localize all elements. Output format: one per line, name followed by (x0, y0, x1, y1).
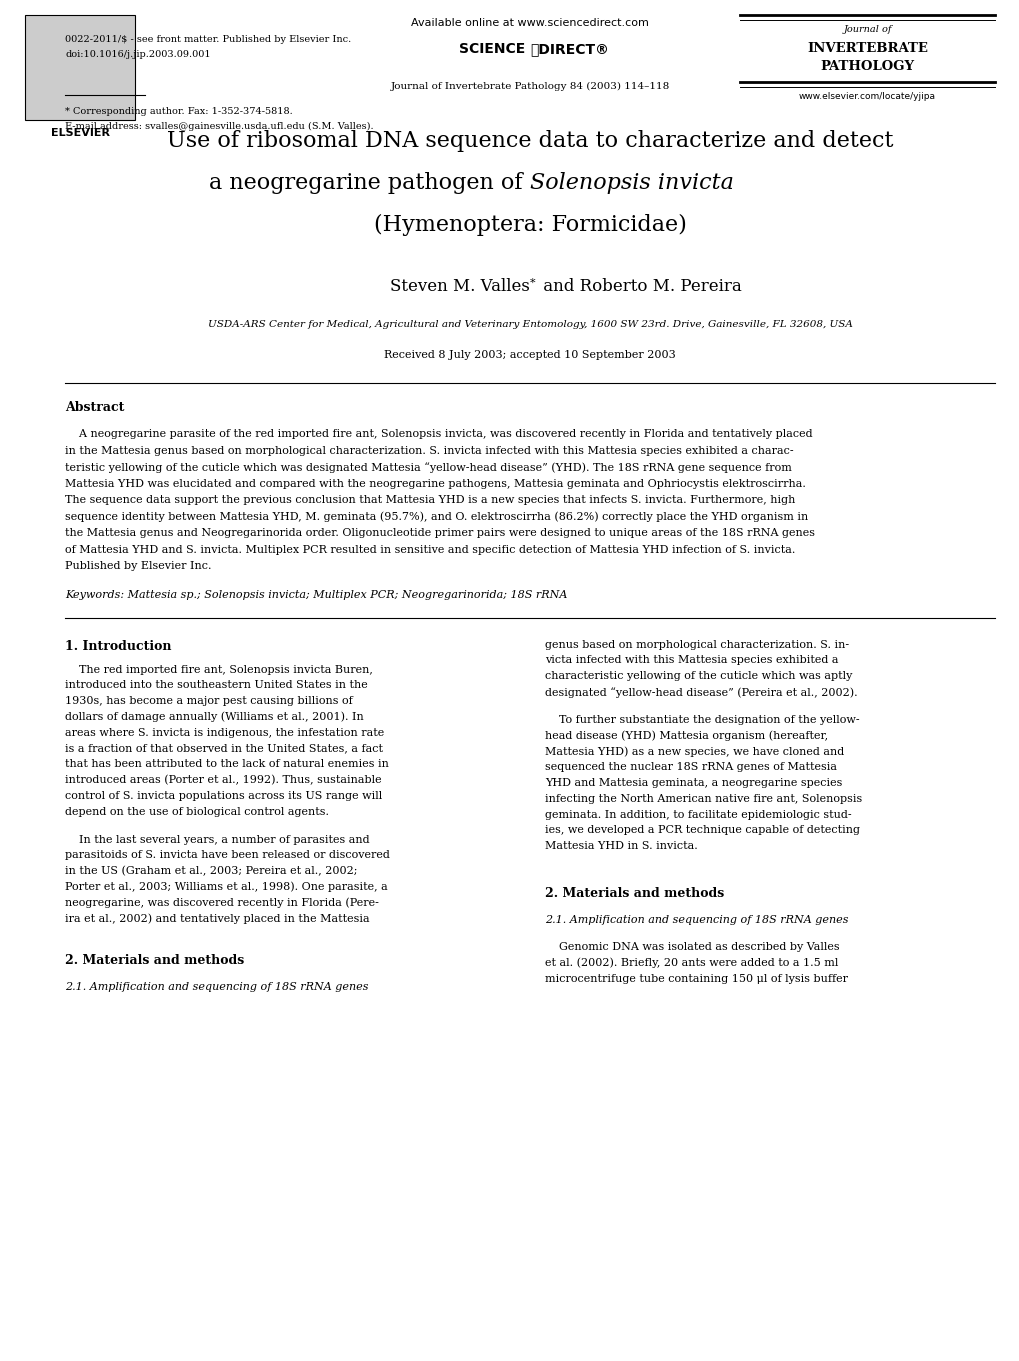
Text: 2.1. Amplification and sequencing of 18S rRNA genes: 2.1. Amplification and sequencing of 18S… (65, 983, 368, 992)
Text: Mattesia YHD was elucidated and compared with the neogregarine pathogens, Mattes: Mattesia YHD was elucidated and compared… (65, 479, 805, 489)
Text: characteristic yellowing of the cuticle which was aptly: characteristic yellowing of the cuticle … (544, 671, 852, 680)
Text: in the Mattesia genus based on morphological characterization. S. invicta infect: in the Mattesia genus based on morpholog… (65, 445, 793, 456)
Text: head disease (YHD) Mattesia organism (hereafter,: head disease (YHD) Mattesia organism (he… (544, 731, 827, 740)
Text: Available online at www.sciencedirect.com: Available online at www.sciencedirect.co… (411, 18, 648, 29)
Text: is a fraction of that observed in the United States, a fact: is a fraction of that observed in the Un… (65, 743, 382, 754)
Text: www.elsevier.com/locate/yjipa: www.elsevier.com/locate/yjipa (798, 93, 935, 101)
Text: 1. Introduction: 1. Introduction (65, 640, 171, 652)
Text: and Roberto M. Pereira: and Roberto M. Pereira (537, 278, 741, 295)
Text: SCIENCE: SCIENCE (459, 42, 530, 56)
Text: ies, we developed a PCR technique capable of detecting: ies, we developed a PCR technique capabl… (544, 825, 859, 836)
Text: ira et al., 2002) and tentatively placed in the Mattesia: ira et al., 2002) and tentatively placed… (65, 913, 369, 924)
Text: Steven M. Valles: Steven M. Valles (389, 278, 530, 295)
Text: To further substantiate the designation of the yellow-: To further substantiate the designation … (544, 715, 859, 724)
Bar (25, 15, 135, 120)
Text: * Corresponding author. Fax: 1-352-374-5818.: * Corresponding author. Fax: 1-352-374-5… (65, 108, 292, 116)
Text: 2.1. Amplification and sequencing of 18S rRNA genes: 2.1. Amplification and sequencing of 18S… (544, 915, 848, 925)
Text: parasitoids of S. invicta have been released or discovered: parasitoids of S. invicta have been rele… (65, 851, 389, 860)
Text: genus based on morphological characterization. S. in-: genus based on morphological characteriz… (544, 640, 848, 649)
Text: The red imported fire ant, Solenopsis invicta Buren,: The red imported fire ant, Solenopsis in… (65, 664, 373, 675)
Text: the Mattesia genus and Neogregarinorida order. Oligonucleotide primer pairs were: the Mattesia genus and Neogregarinorida … (65, 528, 814, 538)
Text: introduced areas (Porter et al., 1992). Thus, sustainable: introduced areas (Porter et al., 1992). … (65, 776, 381, 785)
Text: Received 8 July 2003; accepted 10 September 2003: Received 8 July 2003; accepted 10 Septem… (384, 350, 676, 361)
Text: Keywords: Mattesia sp.; Solenopsis invicta; Multiplex PCR; Neogregarinorida; 18S: Keywords: Mattesia sp.; Solenopsis invic… (65, 589, 567, 599)
Text: control of S. invicta populations across its US range will: control of S. invicta populations across… (65, 791, 382, 800)
Text: victa infected with this Mattesia species exhibited a: victa infected with this Mattesia specie… (544, 655, 838, 666)
Text: that has been attributed to the lack of natural enemies in: that has been attributed to the lack of … (65, 759, 388, 769)
Text: YHD and Mattesia geminata, a neogregarine species: YHD and Mattesia geminata, a neogregarin… (544, 778, 842, 788)
Text: depend on the use of biological control agents.: depend on the use of biological control … (65, 807, 329, 817)
Text: INVERTEBRATE: INVERTEBRATE (806, 42, 927, 54)
Text: (Hymenoptera: Formicidae): (Hymenoptera: Formicidae) (373, 214, 686, 235)
Text: dollars of damage annually (Williams et al., 2001). In: dollars of damage annually (Williams et … (65, 712, 364, 723)
Text: Solenopsis invicta: Solenopsis invicta (530, 171, 733, 195)
Text: et al. (2002). Briefly, 20 ants were added to a 1.5 ml: et al. (2002). Briefly, 20 ants were add… (544, 958, 838, 968)
Text: introduced into the southeastern United States in the: introduced into the southeastern United … (65, 680, 368, 690)
Text: neogregarine, was discovered recently in Florida (Pere-: neogregarine, was discovered recently in… (65, 898, 378, 908)
Text: *: * (530, 278, 535, 289)
Text: Published by Elsevier Inc.: Published by Elsevier Inc. (65, 561, 211, 572)
Text: Journal of Invertebrate Pathology 84 (2003) 114–118: Journal of Invertebrate Pathology 84 (20… (390, 82, 668, 91)
Text: of Mattesia YHD and S. invicta. Multiplex PCR resulted in sensitive and specific: of Mattesia YHD and S. invicta. Multiple… (65, 544, 795, 554)
Text: sequenced the nuclear 18S rRNA genes of Mattesia: sequenced the nuclear 18S rRNA genes of … (544, 762, 837, 772)
Text: ⓐDIRECT®: ⓐDIRECT® (530, 42, 608, 56)
Text: 2. Materials and methods: 2. Materials and methods (544, 887, 723, 900)
Text: In the last several years, a number of parasites and: In the last several years, a number of p… (65, 834, 369, 844)
Text: sequence identity between Mattesia YHD, M. geminata (95.7%), and O. elektroscirr: sequence identity between Mattesia YHD, … (65, 512, 807, 523)
Text: ELSEVIER: ELSEVIER (51, 128, 109, 137)
Text: areas where S. invicta is indigenous, the infestation rate: areas where S. invicta is indigenous, th… (65, 728, 384, 738)
Text: Journal of: Journal of (843, 24, 891, 34)
Text: Genomic DNA was isolated as described by Valles: Genomic DNA was isolated as described by… (544, 942, 839, 951)
Text: designated “yellow-head disease” (Pereira et al., 2002).: designated “yellow-head disease” (Pereir… (544, 687, 857, 698)
Text: Use of ribosomal DNA sequence data to characterize and detect: Use of ribosomal DNA sequence data to ch… (166, 131, 893, 152)
Text: doi:10.1016/j.jip.2003.09.001: doi:10.1016/j.jip.2003.09.001 (65, 50, 210, 59)
Text: Abstract: Abstract (65, 401, 124, 414)
Text: Mattesia YHD) as a new species, we have cloned and: Mattesia YHD) as a new species, we have … (544, 746, 844, 757)
Text: Porter et al., 2003; Williams et al., 1998). One parasite, a: Porter et al., 2003; Williams et al., 19… (65, 882, 387, 893)
Text: infecting the North American native fire ant, Solenopsis: infecting the North American native fire… (544, 793, 861, 804)
Text: USDA-ARS Center for Medical, Agricultural and Veterinary Entomology, 1600 SW 23r: USDA-ARS Center for Medical, Agricultura… (207, 320, 852, 329)
Text: a neogregarine pathogen of: a neogregarine pathogen of (209, 171, 530, 195)
Text: geminata. In addition, to facilitate epidemiologic stud-: geminata. In addition, to facilitate epi… (544, 810, 851, 819)
Text: 2. Materials and methods: 2. Materials and methods (65, 954, 244, 968)
Text: A neogregarine parasite of the red imported fire ant, Solenopsis invicta, was di: A neogregarine parasite of the red impor… (65, 429, 812, 440)
Text: The sequence data support the previous conclusion that Mattesia YHD is a new spe: The sequence data support the previous c… (65, 495, 795, 505)
Text: in the US (Graham et al., 2003; Pereira et al., 2002;: in the US (Graham et al., 2003; Pereira … (65, 866, 357, 876)
Text: Mattesia YHD in S. invicta.: Mattesia YHD in S. invicta. (544, 841, 697, 851)
Text: E-mail address: svalles@gainesville.usda.ufl.edu (S.M. Valles).: E-mail address: svalles@gainesville.usda… (65, 122, 373, 131)
Text: PATHOLOGY: PATHOLOGY (819, 60, 914, 73)
Text: 1930s, has become a major pest causing billions of: 1930s, has become a major pest causing b… (65, 695, 353, 706)
Text: microcentrifuge tube containing 150 μl of lysis buffer: microcentrifuge tube containing 150 μl o… (544, 973, 847, 984)
Text: teristic yellowing of the cuticle which was designated Mattesia “yellow-head dis: teristic yellowing of the cuticle which … (65, 461, 791, 472)
Text: 0022-2011/$ - see front matter. Published by Elsevier Inc.: 0022-2011/$ - see front matter. Publishe… (65, 35, 351, 44)
